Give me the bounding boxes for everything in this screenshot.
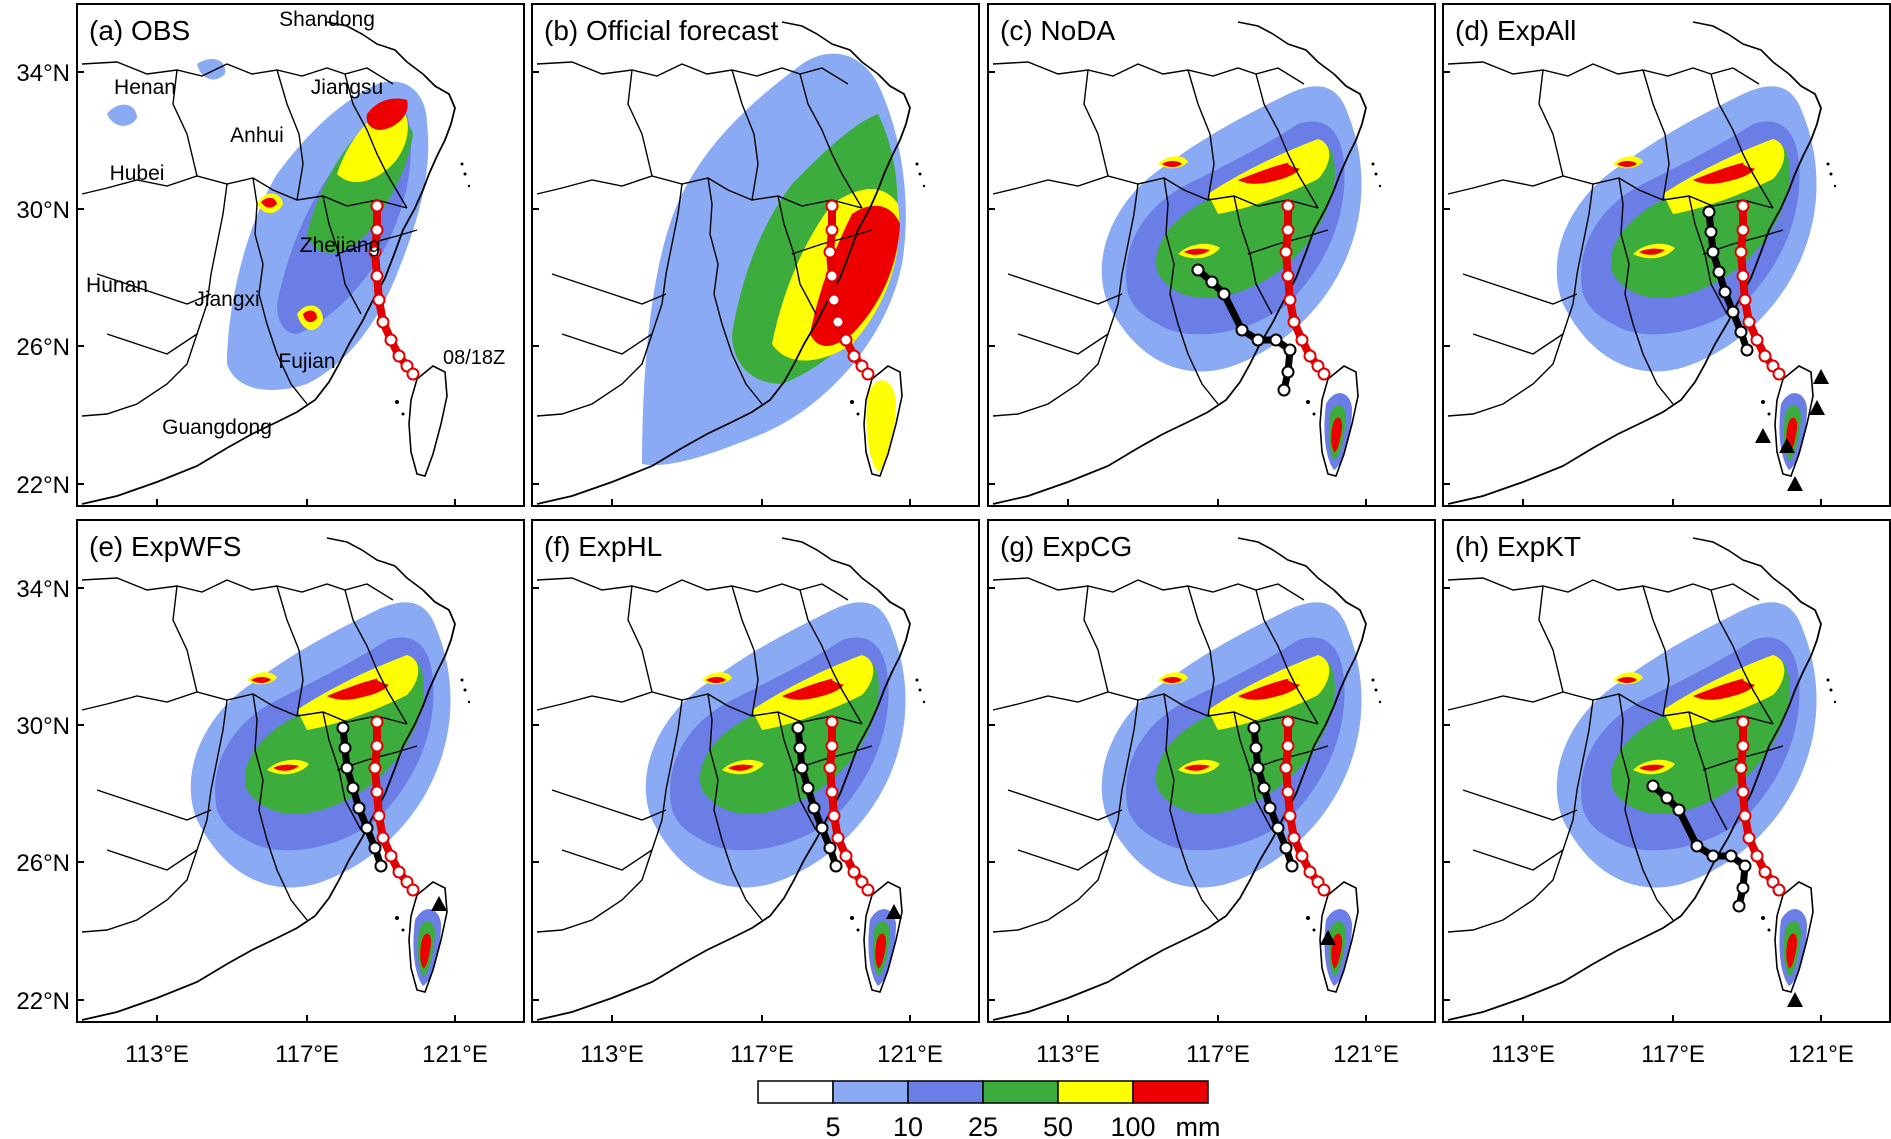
map-panel: (d) ExpAll <box>1442 3 1891 507</box>
map-panel: (g) ExpCG <box>987 519 1436 1023</box>
map-panel: (b) Official forecast <box>531 3 980 507</box>
lon-label: 121°E <box>877 1041 943 1068</box>
colorbar-level: 100 <box>1110 1112 1155 1139</box>
panel-frame <box>531 3 980 507</box>
lat-label: 30°N <box>16 713 70 740</box>
colorbar-swatch <box>832 1080 909 1104</box>
lon-label: 113°E <box>1491 1041 1555 1068</box>
track-time-label: 08/18Z <box>443 347 505 369</box>
lat-label: 30°N <box>16 197 70 224</box>
map-panel: (c) NoDA <box>987 3 1436 507</box>
panel-frame <box>76 519 525 1023</box>
province-label: Anhui <box>230 124 284 147</box>
lat-labels-top: 34°N 30°N 26°N 22°N <box>16 60 70 499</box>
province-label: Jiangxi <box>194 288 259 311</box>
colorbar-unit: mm <box>1176 1112 1221 1139</box>
colorbar-swatch <box>907 1080 984 1104</box>
lon-label: 113°E <box>125 1041 189 1068</box>
province-label: Jiangsu <box>311 76 383 99</box>
lon-label: 113°E <box>580 1041 644 1068</box>
map-panel: Shandong Henan Jiangsu Anhui Hubei Zhejiang Hu… <box>76 3 525 507</box>
lon-label: 117°E <box>275 1041 339 1068</box>
panel-title: (c) NoDA <box>1000 15 1115 46</box>
lat-label: 22°N <box>16 988 70 1015</box>
lat-label: 34°N <box>16 576 70 603</box>
colorbar-swatch <box>1132 1080 1209 1104</box>
colorbar-level: 10 <box>893 1112 923 1139</box>
map-panel: (f) ExpHL <box>531 519 980 1023</box>
map-panel: (h) ExpKT <box>1442 519 1891 1023</box>
panel-title: (h) ExpKT <box>1455 531 1581 562</box>
lat-label: 22°N <box>16 472 70 499</box>
province-label: Guangdong <box>162 416 272 439</box>
panel-frame <box>1442 3 1891 507</box>
panel-title: (a) OBS <box>89 15 190 46</box>
lon-label: 121°E <box>1333 1041 1399 1068</box>
lat-label: 26°N <box>16 850 70 877</box>
lat-labels-bottom: 34°N 30°N 26°N 22°N <box>16 576 70 1015</box>
lon-label: 117°E <box>1641 1041 1705 1068</box>
colorbar-swatch <box>1057 1080 1134 1104</box>
colorbar: 5 10 25 50 100 mm <box>757 1080 1221 1139</box>
panel-title: (b) Official forecast <box>544 15 779 46</box>
panel-frame <box>1442 519 1891 1023</box>
province-label: Fujian <box>278 350 335 373</box>
province-label: Shandong <box>279 8 375 31</box>
lat-label: 26°N <box>16 334 70 361</box>
lon-label: 117°E <box>1186 1041 1250 1068</box>
province-label: Zhejiang <box>300 234 381 257</box>
lon-label: 121°E <box>422 1041 488 1068</box>
lon-label: 121°E <box>1788 1041 1854 1068</box>
province-label: Hunan <box>86 274 148 297</box>
panel-title: (e) ExpWFS <box>89 531 241 562</box>
colorbar-swatch <box>757 1080 834 1104</box>
colorbar-swatch <box>982 1080 1059 1104</box>
lon-label: 117°E <box>730 1041 794 1068</box>
panel-frame <box>76 3 525 507</box>
panel-frame <box>987 3 1436 507</box>
panel-title: (g) ExpCG <box>1000 531 1132 562</box>
panel-frame <box>531 519 980 1023</box>
colorbar-level: 50 <box>1043 1112 1073 1139</box>
panel-frame <box>987 519 1436 1023</box>
province-label: Hubei <box>110 162 165 185</box>
lon-labels: 113°E 117°E 121°E 113°E 117°E 121°E 113°E 117°E… <box>125 1041 1854 1068</box>
province-label: Henan <box>114 76 176 99</box>
lon-label: 113°E <box>1036 1041 1100 1068</box>
colorbar-level: 5 <box>825 1112 840 1139</box>
panel-title: (f) ExpHL <box>544 531 662 562</box>
colorbar-level: 25 <box>968 1112 998 1139</box>
map-panel: (e) ExpWFS <box>76 519 525 1023</box>
panel-title: (d) ExpAll <box>1455 15 1576 46</box>
lat-label: 34°N <box>16 60 70 87</box>
